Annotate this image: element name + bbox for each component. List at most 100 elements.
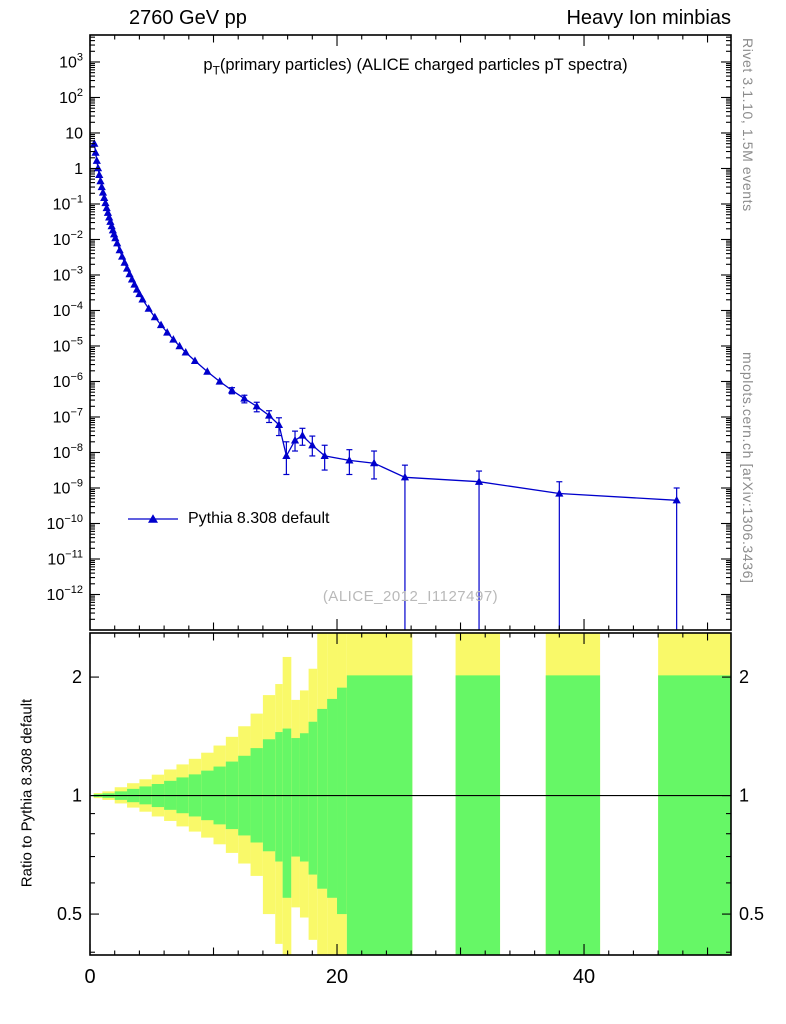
- triangle-marker: [113, 238, 122, 247]
- ratio-band-stat: [317, 708, 328, 889]
- triangle-marker: [169, 335, 178, 343]
- triangle-marker: [93, 163, 103, 172]
- triangle-marker: [101, 198, 110, 207]
- triangle-marker: [92, 156, 101, 164]
- y-tick-label: 10−9: [53, 477, 83, 497]
- plot-title-prefix: p: [203, 56, 213, 74]
- triangle-marker: [264, 411, 274, 419]
- y-tick-label: 10−5: [53, 335, 83, 355]
- triangle-marker: [345, 455, 354, 464]
- y-tick-label: 103: [59, 51, 83, 71]
- triangle-marker: [308, 440, 317, 449]
- ratio-band-stat: [291, 738, 300, 857]
- watermark: (ALICE_2012_I1127497): [322, 588, 499, 605]
- ratio-frame: [89, 632, 732, 956]
- triangle-marker: [96, 176, 105, 185]
- triangle-marker: [100, 193, 109, 202]
- plot-title-subscript: T: [212, 63, 220, 78]
- axis-ticks: [89, 35, 731, 955]
- triangle-marker: [203, 367, 212, 375]
- y-tick-label: 1: [74, 161, 83, 178]
- triangle-marker: [474, 477, 484, 485]
- y-tick-label: 10: [65, 125, 83, 142]
- header-beam-label: 2760 GeV pp: [129, 7, 247, 29]
- plot-title-rest: (primary particles) (ALICE charged parti…: [219, 56, 628, 74]
- triangle-marker: [130, 280, 139, 288]
- ratio-band-stat: [275, 732, 283, 862]
- ratio-band-stat: [308, 721, 318, 875]
- ratio-axis-label: Ratio to Pythia 8.308 default: [18, 698, 36, 888]
- triangle-marker: [118, 252, 127, 260]
- triangle-marker: [282, 451, 291, 460]
- y-tick-exponent: −9: [70, 477, 83, 489]
- y-tick-exponent: −5: [70, 335, 83, 347]
- ratio-tick-label-right: 2: [739, 667, 749, 687]
- ratio-band-stat: [545, 675, 601, 955]
- side-note-source: mcplots.cern.ch [arXiv:1306.3436]: [740, 352, 756, 584]
- ratio-tick-label-right: 0.5: [739, 904, 764, 924]
- y-tick-exponent: −11: [65, 548, 83, 560]
- triangle-marker: [175, 341, 184, 350]
- triangle-marker: [125, 269, 134, 278]
- ratio-band-stat: [455, 675, 501, 955]
- error-bars: [93, 142, 680, 630]
- triangle-marker: [120, 258, 129, 266]
- y-tick-label: 10−8: [53, 442, 83, 462]
- y-tick-exponent: −6: [70, 371, 83, 383]
- legend-triangle-marker: [148, 514, 158, 523]
- triangle-marker: [91, 148, 100, 156]
- y-tick-exponent: −10: [64, 513, 83, 525]
- legend-marker-icon: [128, 514, 178, 523]
- ratio-band-stat: [346, 675, 413, 955]
- y-tick-exponent: −2: [70, 229, 83, 241]
- y-tick-label: 10−10: [47, 513, 83, 533]
- data-line: [93, 143, 677, 501]
- ratio-band-stat: [327, 698, 338, 898]
- y-tick-label: 10−11: [47, 548, 83, 568]
- triangle-marker: [156, 320, 166, 329]
- x-tick-label: 40: [573, 966, 595, 988]
- triangle-marker: [672, 495, 681, 504]
- triangle-marker: [135, 289, 144, 298]
- triangle-marker: [98, 188, 108, 196]
- triangle-marker: [90, 139, 99, 147]
- y-tick-exponent: −7: [70, 406, 83, 418]
- y-tick-exponent: 3: [77, 51, 83, 63]
- y-tick-exponent: 2: [77, 87, 83, 99]
- triangle-marker: [369, 458, 379, 467]
- triangle-marker: [144, 304, 153, 312]
- triangle-marker: [240, 394, 249, 402]
- triangle-marker: [400, 472, 410, 481]
- y-tick-label: 102: [59, 87, 83, 107]
- triangle-marker: [320, 451, 329, 460]
- side-note-generator: Rivet 3.1.10, 1.5M events: [740, 38, 756, 212]
- triangle-marker: [274, 420, 284, 428]
- y-tick-label: 10−4: [53, 300, 83, 320]
- triangle-marker: [181, 347, 190, 356]
- triangle-marker: [105, 212, 114, 221]
- ratio-tick-label-left: 0.5: [57, 904, 82, 924]
- triangle-marker: [150, 312, 159, 321]
- y-tick-label: 10−12: [47, 584, 83, 604]
- triangle-marker: [190, 356, 200, 365]
- y-tick-label: 10−1: [53, 193, 83, 213]
- ratio-band-stat: [282, 728, 292, 898]
- x-tick-label: 0: [84, 966, 95, 988]
- ratio-tick-label-left: 2: [72, 667, 82, 687]
- plot-title: pT(primary particles) (ALICE charged par…: [100, 56, 731, 77]
- triangle-marker: [127, 275, 137, 283]
- triangle-marker: [215, 377, 224, 385]
- y-tick-label: 10−7: [53, 406, 83, 426]
- triangle-marker: [107, 221, 116, 230]
- y-tick-exponent: −4: [70, 300, 83, 312]
- y-tick-exponent: −8: [70, 442, 83, 454]
- ratio-tick-label-right: 1: [739, 786, 749, 806]
- y-tick-label: 10−6: [53, 371, 83, 391]
- triangle-marker: [106, 217, 115, 225]
- triangle-marker: [115, 245, 124, 254]
- y-tick-exponent: −12: [64, 584, 83, 596]
- triangle-marker: [163, 328, 172, 336]
- triangle-marker: [290, 435, 300, 444]
- ratio-band-stat: [299, 733, 309, 862]
